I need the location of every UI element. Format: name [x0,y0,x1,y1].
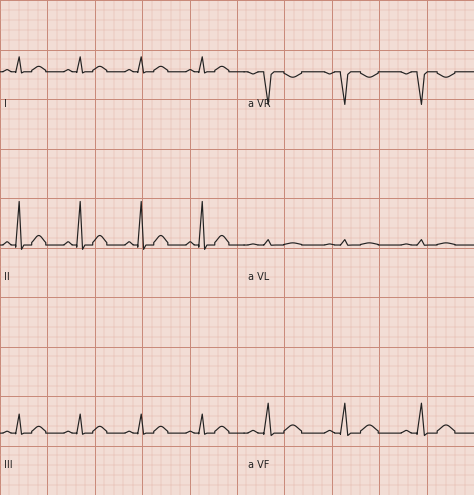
Text: a VF: a VF [248,460,269,470]
Text: II: II [4,272,9,282]
Text: a VR: a VR [248,99,271,109]
Text: a VL: a VL [248,272,269,282]
Text: III: III [4,460,12,470]
Text: I: I [4,99,7,109]
